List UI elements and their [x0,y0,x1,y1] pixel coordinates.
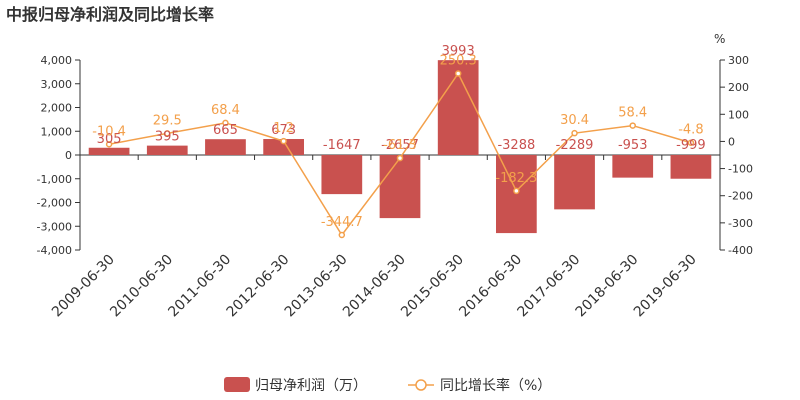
bar-value-label: 305 [97,132,122,147]
line-point[interactable] [338,231,346,239]
line-value-label: 29.5 [153,113,182,128]
right-axis-tick-label: 0 [728,135,735,148]
line-value-label: -182.3 [495,171,537,186]
bar[interactable] [205,139,246,155]
bar-value-label: 3993 [442,44,475,59]
legend-bar-label: 归母净利润（万） [255,377,367,394]
bar[interactable] [146,145,188,155]
left-axis-tick-label: 2,000 [41,102,73,115]
left-axis-tick-label: -2,000 [37,197,72,210]
right-axis-tick-label: 200 [728,81,749,94]
line-point[interactable] [629,122,636,129]
legend-line-label: 同比增长率（%） [440,377,551,394]
legend[interactable]: 归母净利润（万） 同比增长率（%） [224,377,551,394]
left-axis-tick-label: 0 [65,149,72,162]
line-point[interactable] [222,119,229,127]
chart-title: 中报归母净利润及同比增长率 [6,5,214,24]
line-value-label: 30.4 [560,113,589,128]
bar-value-label: -2289 [556,138,594,153]
right-axis-tick-label: 100 [728,108,749,121]
line-point[interactable] [571,129,578,137]
bar[interactable] [554,155,595,210]
right-axis-tick-label: 300 [728,54,749,67]
left-axis-tick-label: -3,000 [37,220,72,233]
line-value-label: 58.4 [618,106,647,121]
line-value-label: -61.3 [383,138,417,153]
bar[interactable] [379,155,421,219]
bar[interactable] [321,155,363,195]
line-value-label: 250.3 [440,53,477,68]
bar[interactable] [88,147,130,155]
bar[interactable] [670,155,712,179]
line-value-label: -10.4 [92,124,126,139]
legend-line-marker [415,379,427,391]
bar-value-label: -953 [618,138,648,153]
bar-value-label: 665 [213,123,238,138]
bar-value-label: -2657 [381,138,419,153]
left-axis-tick-label: 4,000 [41,54,73,67]
left-axis-tick-label: 1,000 [41,125,73,138]
right-axis-unit: % [714,32,725,46]
line-point[interactable] [105,141,113,148]
left-axis-tick-label: 3,000 [41,78,73,91]
bar-value-label: -999 [676,138,706,153]
x-axis-tick-label: 2019-06-30 [631,252,700,321]
right-axis-tick-label: -200 [728,190,753,203]
bar-value-label: -1647 [323,138,361,153]
line-value-label: -344.7 [321,215,363,230]
x-axis-ticks: 2009-06-302010-06-302011-06-302012-06-30… [49,252,700,321]
left-axis-tick-label: -1,000 [37,173,72,186]
line-point[interactable] [454,70,462,77]
line-value-label: 68.4 [211,103,240,118]
line-series [105,70,695,239]
data-labels: 305 395 665 673 -1647 -2657 3993 -3288 -2289 -953… [92,44,705,230]
legend-bar-swatch [224,377,250,392]
line-point[interactable] [513,187,520,195]
right-axis-tick-label: -300 [728,217,753,230]
right-axis-tick-label: -400 [728,244,753,257]
line-value-label: 1.2 [273,121,294,136]
right-axis-tick-label: -100 [728,163,753,176]
line-point[interactable] [396,154,404,162]
line-point[interactable] [280,137,287,145]
bar-value-label: 395 [155,130,180,145]
bar-value-label: 673 [271,123,296,138]
bar[interactable] [263,139,304,155]
bar[interactable] [612,155,654,178]
line-point[interactable] [687,139,695,146]
left-axis-tick-label: -4,000 [37,244,72,257]
line-point[interactable] [164,130,171,137]
bar-value-label: -3288 [497,138,535,153]
line-value-label: -4.8 [678,123,703,138]
